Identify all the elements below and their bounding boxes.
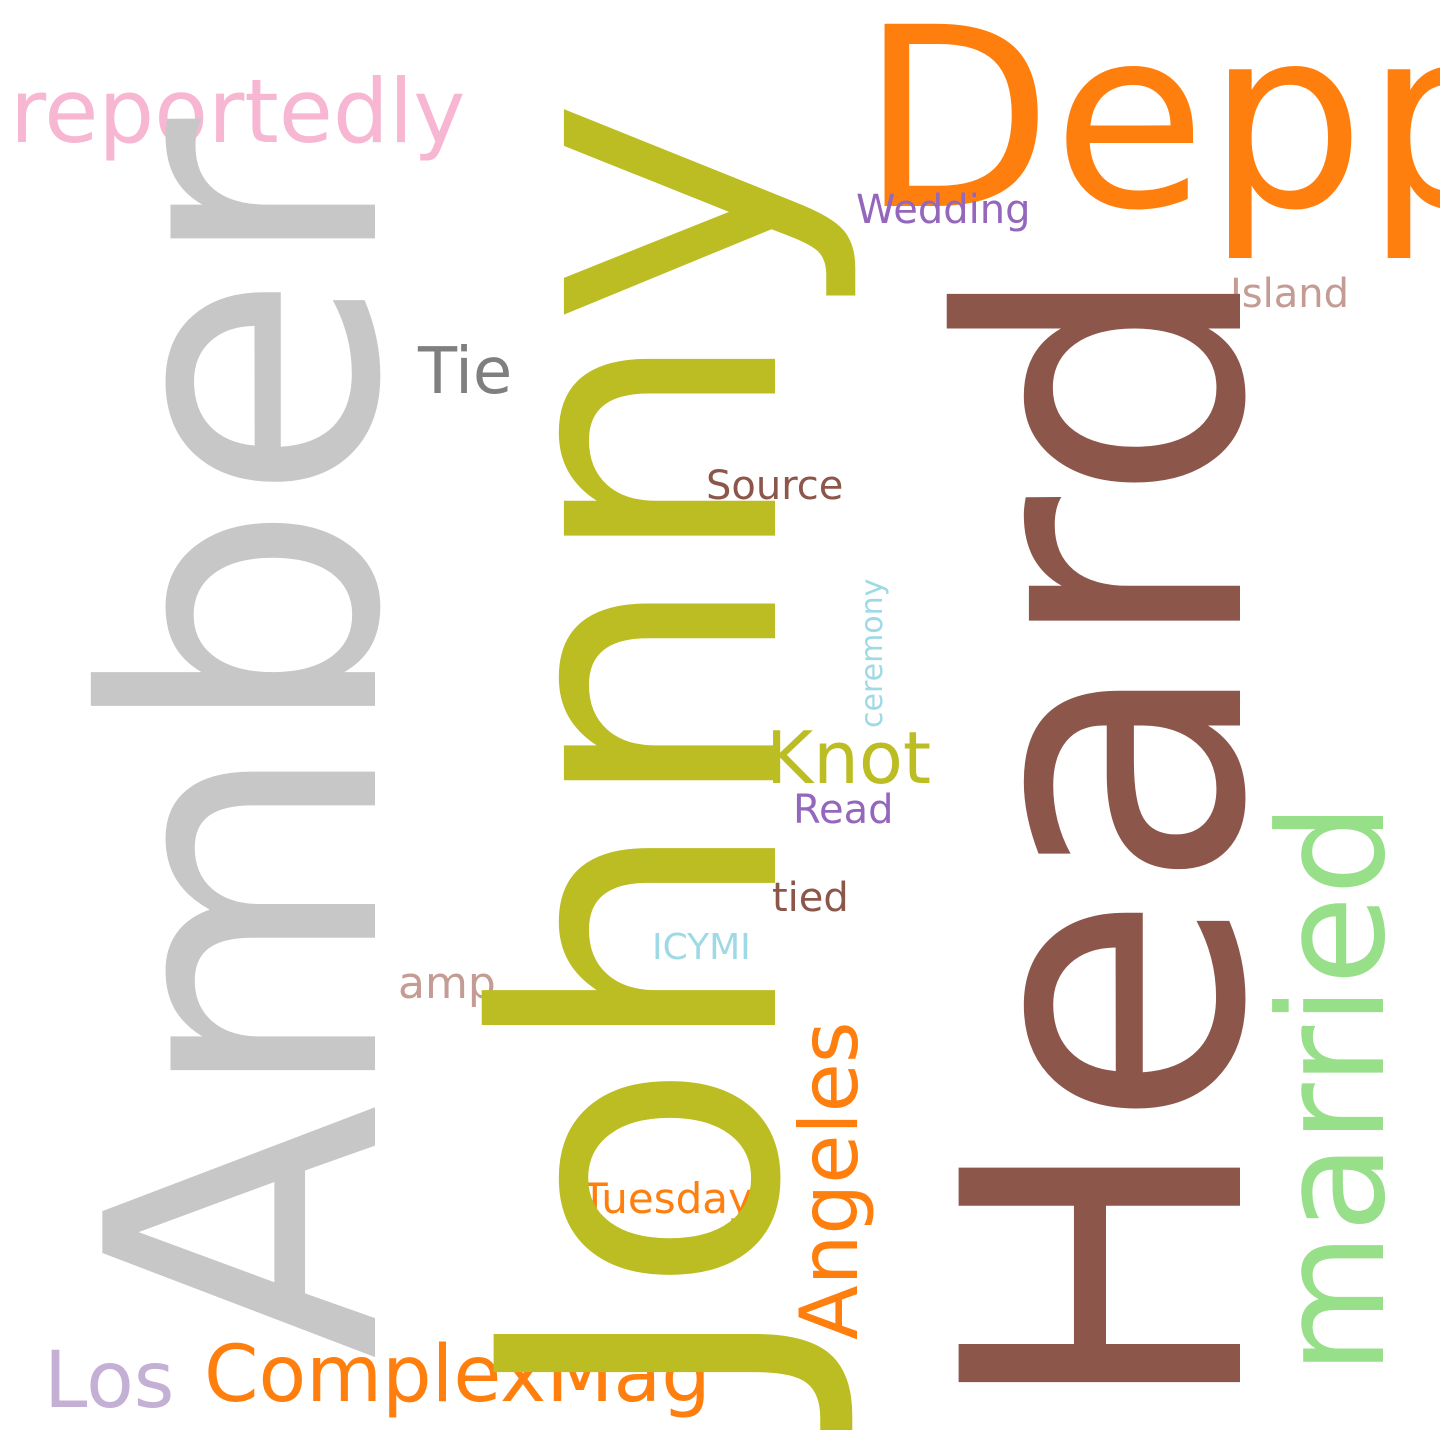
word-tied: tied	[772, 875, 849, 921]
word-tuesday: Tuesday	[582, 1174, 753, 1223]
word-depp: Depp	[860, 0, 1440, 265]
word-married: married	[1248, 802, 1418, 1375]
word-tie: Tie	[418, 335, 513, 409]
word-island: Island	[1230, 271, 1350, 317]
word-wedding: Wedding	[856, 187, 1031, 233]
word-icymi: ICYMI	[652, 927, 751, 968]
word-reportedly: reportedly	[10, 60, 466, 163]
word-read: Read	[793, 787, 894, 833]
word-heard: Heard	[883, 258, 1332, 1420]
word-los: Los	[44, 1336, 175, 1426]
word-complexmag: ComplexMag	[204, 1330, 711, 1420]
word-angeles: Angeles	[783, 1021, 876, 1340]
word-source: Source	[706, 463, 844, 509]
word-amp: amp	[398, 958, 496, 1009]
word-knot: Knot	[766, 716, 932, 800]
word-johnny: Johnny	[418, 97, 867, 1410]
word-amber: Amber	[29, 118, 464, 1360]
word-ceremony: ceremony	[855, 578, 890, 728]
